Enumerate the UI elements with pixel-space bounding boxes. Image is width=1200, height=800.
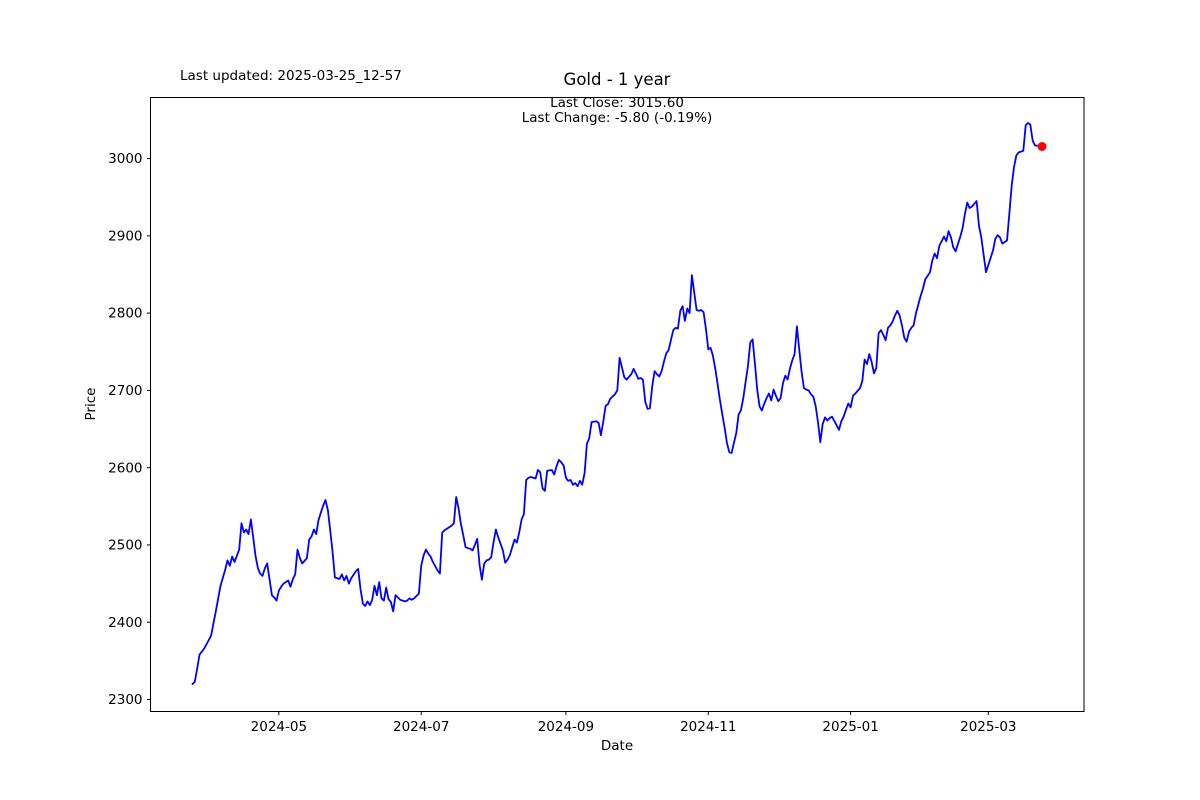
last-updated-text: Last updated: 2025-03-25_12-57 xyxy=(180,68,402,84)
y-tick-label: 2300 xyxy=(108,692,142,708)
x-tick-label: 2024-09 xyxy=(538,719,594,735)
x-axis-label: Date xyxy=(600,738,634,754)
y-tick-label: 2600 xyxy=(108,460,142,476)
x-tick-label: 2025-03 xyxy=(960,719,1016,735)
plot-frame xyxy=(150,97,1085,712)
y-tick-label: 2800 xyxy=(108,306,142,322)
annotation-last-change: Last Change: -5.80 (-0.19%) xyxy=(521,110,713,127)
last-price-marker xyxy=(1037,141,1047,151)
annotation: Last Close: 3015.60 Last Change: -5.80 (… xyxy=(150,95,1084,127)
y-tick-label: 2500 xyxy=(108,538,142,554)
y-tick-label: 3000 xyxy=(108,151,142,167)
x-tick-label: 2024-07 xyxy=(393,719,449,735)
y-axis-label: Price xyxy=(83,387,99,421)
price-line xyxy=(191,122,1043,685)
y-tick-label: 2900 xyxy=(108,228,142,244)
x-tick-label: 2024-11 xyxy=(680,719,736,735)
y-tick-label: 2400 xyxy=(108,615,142,631)
y-tick-label: 2700 xyxy=(108,383,142,399)
annotation-last-close: Last Close: 3015.60 xyxy=(550,95,684,111)
x-tick-label: 2025-01 xyxy=(822,719,878,735)
x-tick-label: 2024-05 xyxy=(251,719,307,735)
chart-title: Gold - 1 year xyxy=(563,70,671,89)
